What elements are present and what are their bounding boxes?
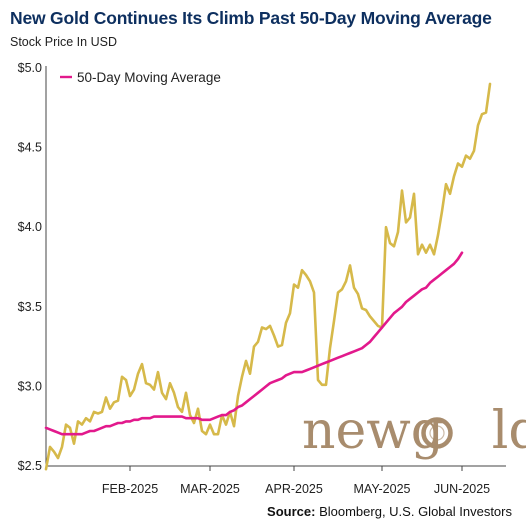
y-tick-label: $4.0 [18,220,42,234]
logo-o-inner [429,425,445,441]
y-tick-label: $4.5 [18,141,42,155]
series-layer [44,82,492,471]
y-tick-label: $3.0 [18,379,42,393]
x-tick-label: MAR-2025 [180,482,240,496]
series-line-moving-average [44,251,464,436]
tick-labels: $2.5 $3.0 $3.5 $4.0 $4.5 $5.0 FEB-2025 MAR-2025… [18,61,491,496]
source-note: Source: Bloomberg, U.S. Global Investors [267,504,512,519]
x-tick-label: JUN-2025 [434,482,490,496]
logo-o-ring [421,417,453,449]
source-label: Source: [267,504,316,519]
logo-text-g: g [411,401,444,461]
axes [45,66,506,471]
y-tick-label: $5.0 [18,61,42,75]
x-tick-label: FEB-2025 [102,482,158,496]
chart-subtitle: Stock Price In USD [10,35,117,49]
svg-text:newg ld: newg ld [302,401,526,461]
y-tick-label: $2.5 [18,459,42,473]
logo-text-ld: ld [492,401,526,461]
logo-text-new: new [302,401,411,461]
source-text: Bloomberg, U.S. Global Investors [319,504,512,519]
chart-title: New Gold Continues Its Climb Past 50-Day… [10,8,492,28]
series-line-price [44,82,492,471]
x-tick-label: MAY-2025 [354,482,411,496]
x-tick-label: APR-2025 [265,482,323,496]
newgold-logo: newg ld [302,401,526,461]
legend: 50-Day Moving Average [60,70,221,85]
legend-label: 50-Day Moving Average [77,70,221,85]
y-tick-label: $3.5 [18,300,42,314]
